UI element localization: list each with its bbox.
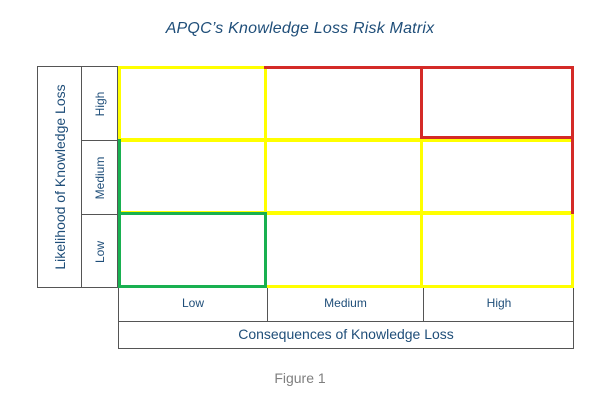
y-level-medium: Medium <box>82 141 117 215</box>
y-axis-label: Likelihood of Knowledge Loss <box>51 84 68 270</box>
red-zone-right-edge <box>571 66 574 214</box>
figure-caption: Figure 1 <box>274 370 326 386</box>
y-level-high: High <box>82 67 117 141</box>
risk-matrix-grid <box>118 66 574 288</box>
y-level-medium-label: Medium <box>92 156 107 199</box>
y-level-low: Low <box>82 215 117 289</box>
red-zone-top-edge <box>264 66 574 69</box>
x-level-high: High <box>486 296 512 310</box>
cell-low-high <box>420 212 574 288</box>
cell-medium-low <box>118 139 267 214</box>
cell-low-medium <box>264 212 423 288</box>
x-axis-levels: Low Medium High <box>118 288 574 322</box>
green-zone-top-edge <box>118 212 267 215</box>
green-zone-bottom-edge <box>118 285 267 288</box>
y-axis-label-box: Likelihood of Knowledge Loss <box>37 66 82 288</box>
red-zone-left-edge <box>420 66 423 139</box>
cell-low-low <box>118 212 267 288</box>
cell-medium-high <box>420 139 574 214</box>
cell-high-medium <box>264 66 423 141</box>
cell-medium-medium <box>264 139 423 214</box>
x-level-low: Low <box>119 288 268 321</box>
figure-title: APQC’s Knowledge Loss Risk Matrix <box>165 20 435 37</box>
y-level-low-label: Low <box>92 240 107 264</box>
green-zone-right-edge <box>264 212 267 288</box>
x-axis-label: Consequences of Knowledge Loss <box>118 322 574 349</box>
red-zone-bottom-edge <box>420 136 574 139</box>
cell-high-high <box>420 66 574 141</box>
y-level-high-label: High <box>92 91 107 116</box>
y-axis-levels: High Medium Low <box>82 66 118 288</box>
cell-high-low <box>118 66 267 141</box>
x-level-medium: Medium <box>268 288 424 321</box>
